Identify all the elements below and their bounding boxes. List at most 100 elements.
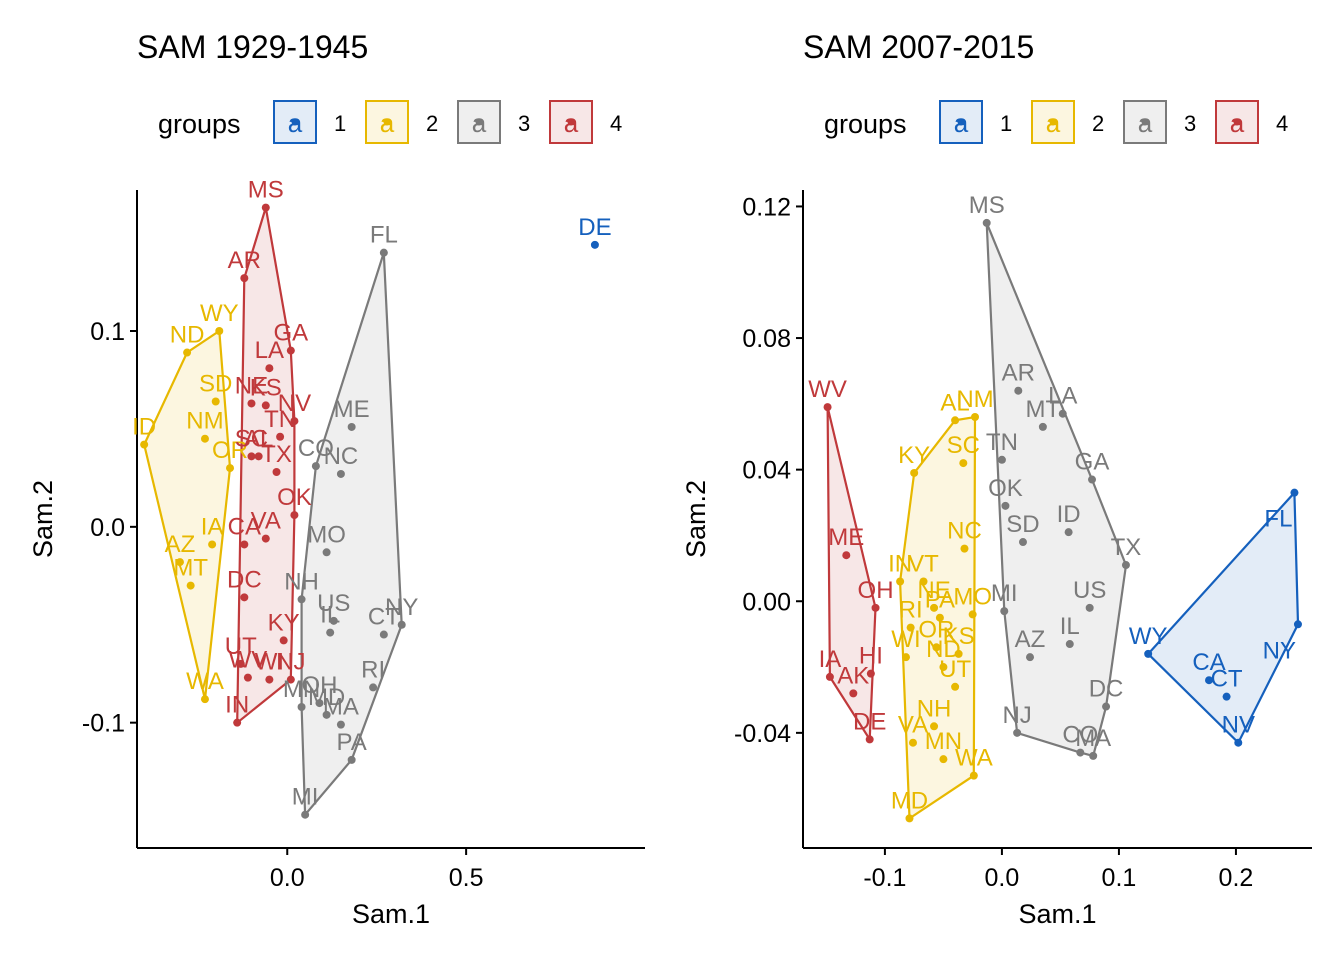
hull-group-3 bbox=[300, 252, 403, 818]
point-label-ms: MS bbox=[248, 177, 284, 204]
point-label-us: US bbox=[317, 590, 350, 617]
point-label-de: DE bbox=[578, 214, 611, 241]
point-ut bbox=[951, 682, 960, 691]
legend-key-point bbox=[1141, 118, 1149, 126]
point-ok bbox=[290, 511, 299, 520]
point-label-ms: MS bbox=[969, 192, 1005, 219]
legend-key-2 bbox=[365, 100, 409, 144]
point-ar bbox=[1014, 386, 1023, 395]
legend-key-point bbox=[1233, 118, 1241, 126]
point-wa bbox=[969, 771, 978, 780]
point-label-ks: KS bbox=[943, 623, 975, 650]
point-wy bbox=[1144, 649, 1153, 658]
x-tick-label: -0.1 bbox=[863, 864, 906, 892]
legend-key-point bbox=[567, 118, 575, 126]
legend-title: groups bbox=[824, 109, 907, 139]
point-md bbox=[905, 814, 914, 823]
legend-key-point bbox=[957, 118, 965, 126]
point-label-ca: CA bbox=[228, 513, 261, 540]
point-label-va: VA bbox=[251, 508, 281, 535]
point-label-dc: DC bbox=[227, 566, 262, 593]
legend-label-2: 2 bbox=[1092, 111, 1104, 136]
point-us bbox=[329, 616, 338, 625]
point-il bbox=[326, 628, 335, 637]
point-co bbox=[311, 462, 320, 471]
point-mt bbox=[1038, 422, 1047, 431]
point-label-ca: CA bbox=[1192, 649, 1225, 676]
point-sd bbox=[1018, 538, 1027, 547]
point-nd bbox=[939, 663, 948, 672]
point-label-nv: NV bbox=[1222, 712, 1255, 739]
point-in bbox=[233, 718, 242, 727]
point-ms bbox=[261, 203, 270, 212]
point-label-de: DE bbox=[853, 708, 886, 735]
point-label-tn: TN bbox=[986, 429, 1018, 456]
point-tx bbox=[1121, 561, 1130, 570]
point-label-me: ME bbox=[828, 524, 864, 551]
point-label-tn: TN bbox=[264, 406, 296, 433]
point-label-wv: WV bbox=[229, 647, 268, 674]
point-label-la: LA bbox=[255, 337, 284, 364]
y-tick-label: -0.04 bbox=[734, 720, 791, 748]
point-nm bbox=[971, 413, 980, 422]
legend-label-1: 1 bbox=[1000, 111, 1012, 136]
y-tick-label: 0.00 bbox=[742, 588, 791, 616]
point-label-nh: NH bbox=[284, 568, 319, 595]
point-label-va: VA bbox=[898, 712, 928, 739]
point-va bbox=[261, 534, 270, 543]
x-tick-label: 0.5 bbox=[449, 864, 484, 892]
point-label-ak: AK bbox=[837, 662, 869, 689]
point-label-ky: KY bbox=[268, 609, 300, 636]
point-label-nm: NM bbox=[956, 386, 993, 413]
point-wa bbox=[200, 695, 209, 704]
axes: -0.1 0.0 0.1 0.2 0.12 0.08 0.04 0.00 -0.04 Sam.1 S… bbox=[681, 190, 1312, 929]
point-nh bbox=[297, 595, 306, 604]
hull-group-4 bbox=[826, 406, 877, 743]
point-mn bbox=[297, 703, 306, 711]
point-label-ga: GA bbox=[1075, 449, 1110, 476]
point-label-wy: WY bbox=[1129, 623, 1168, 650]
point-label-ny: NY bbox=[385, 594, 418, 621]
point-or bbox=[226, 464, 235, 473]
point-pa bbox=[347, 755, 356, 764]
point-ia bbox=[825, 672, 834, 681]
point-label-wi: WI bbox=[255, 649, 284, 676]
point-la bbox=[265, 364, 274, 373]
point-sc bbox=[959, 459, 968, 468]
point-label-sc: SC bbox=[235, 425, 268, 452]
point-label-id: ID bbox=[1057, 501, 1081, 528]
y-tick-label: 0.12 bbox=[742, 193, 791, 221]
point-label-al: AL bbox=[940, 389, 969, 416]
point-az bbox=[175, 558, 184, 567]
point-sc bbox=[247, 452, 256, 461]
point-ar bbox=[240, 274, 249, 283]
point-vt bbox=[919, 577, 928, 586]
point-il bbox=[1065, 640, 1074, 649]
point-label-ar: AR bbox=[1002, 360, 1035, 387]
point-label-co: CO bbox=[298, 435, 334, 462]
point-label-az: AZ bbox=[165, 531, 196, 558]
scatter-panel-2007-2015: SAM 2007-2015 groups a1 a2 a3 a4 -0.1 0.0 0.1 0.2… bbox=[681, 29, 1312, 929]
point-nh bbox=[930, 722, 939, 731]
point-label-la: LA bbox=[1048, 383, 1077, 410]
hull-layer bbox=[143, 207, 403, 818]
point-label-ok: OK bbox=[277, 484, 312, 511]
y-tick-label: 0.04 bbox=[742, 457, 791, 485]
point-label-wi: WI bbox=[891, 626, 920, 653]
point-ky bbox=[910, 468, 919, 477]
point-label-me: ME bbox=[334, 396, 370, 423]
point-ma bbox=[1089, 751, 1098, 760]
point-label-ar: AR bbox=[228, 247, 261, 274]
point-mo bbox=[968, 610, 977, 619]
point-label-fl: FL bbox=[370, 222, 398, 249]
point-ct bbox=[1222, 692, 1231, 701]
point-id bbox=[1064, 528, 1073, 537]
point-label-tx: TX bbox=[261, 441, 292, 468]
point-ak bbox=[849, 689, 858, 698]
point-label-ne: NE bbox=[235, 372, 268, 399]
point-label-or: OR bbox=[212, 437, 248, 464]
point-tx bbox=[272, 468, 281, 476]
point-label-ks: KS bbox=[250, 374, 282, 401]
point-wv bbox=[823, 403, 832, 412]
